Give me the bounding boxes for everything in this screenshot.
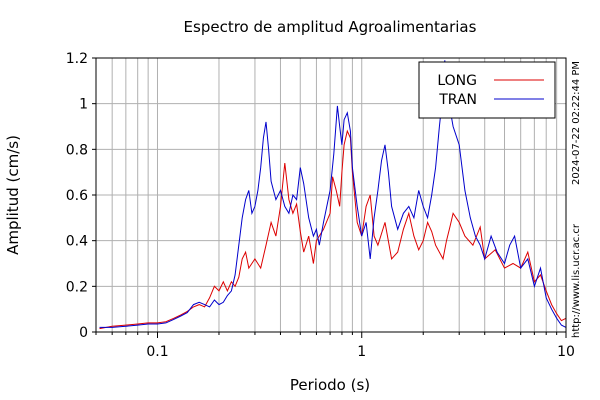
chart-title: Espectro de amplitud Agroalimentarias xyxy=(184,18,477,36)
y-tick-label: 0.2 xyxy=(66,279,88,295)
x-tick-label: 1 xyxy=(357,344,366,360)
legend-label-tran: TRAN xyxy=(438,92,477,108)
axis-ticks: 0 0.2 0.4 0.6 0.8 1 1.2 0.1 1 10 xyxy=(66,51,575,360)
y-tick-label: 0 xyxy=(79,325,88,341)
x-tick-label: 10 xyxy=(557,344,575,360)
series-layer xyxy=(99,60,567,330)
x-axis-label: Periodo (s) xyxy=(290,376,370,394)
series-line-long xyxy=(99,129,567,330)
y-tick-label: 1 xyxy=(79,97,88,113)
y-tick-label: 0.4 xyxy=(66,234,88,250)
y-tick-label: 0.8 xyxy=(66,142,88,158)
series-line-tran xyxy=(99,60,567,328)
legend-label-long: LONG xyxy=(437,73,477,89)
x-tick-label: 0.1 xyxy=(146,344,168,360)
timestamp-label: 2024-07-22 02:22:44 PM xyxy=(571,60,582,185)
y-tick-label: 0.6 xyxy=(66,188,88,204)
y-tick-label: 1.2 xyxy=(66,51,88,67)
source-url-label: http://www.lis.ucr.ac.cr xyxy=(571,224,582,338)
legend-box xyxy=(418,61,556,119)
grid-lines xyxy=(95,57,567,333)
legend: LONG TRAN xyxy=(418,61,556,119)
y-axis-label: Amplitud (cm/s) xyxy=(4,135,22,255)
